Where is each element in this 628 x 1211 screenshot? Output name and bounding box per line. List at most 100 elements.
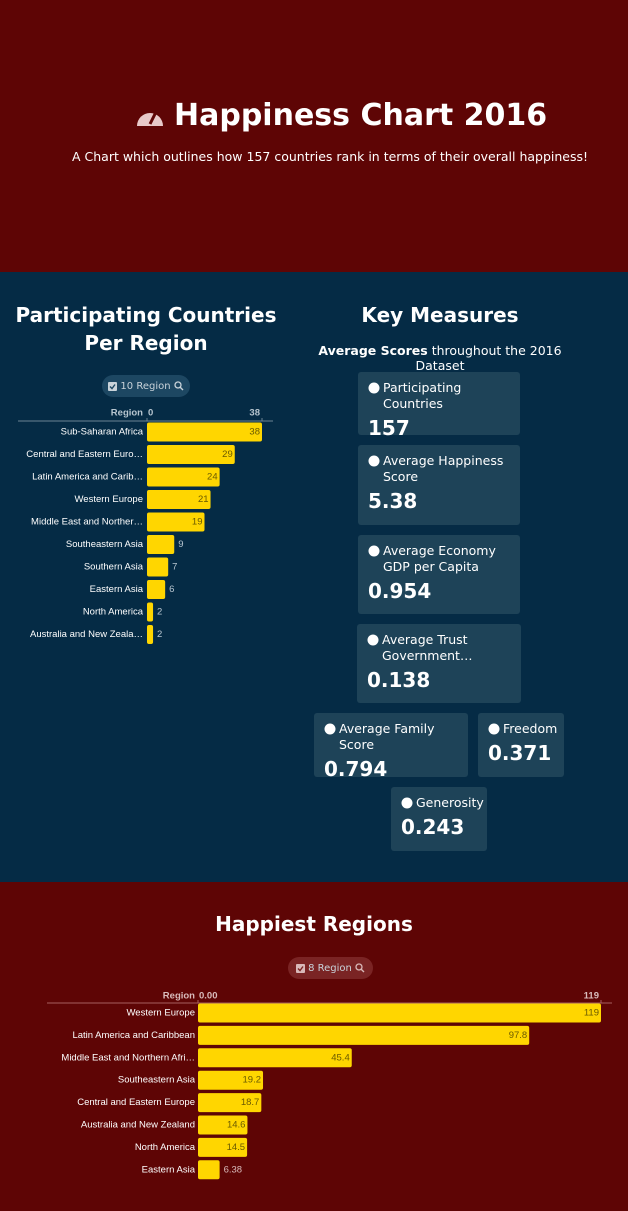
bottom-section: Happiest Regions 8 Region Region 0.00 119 W… <box>0 882 628 1211</box>
search-icon <box>173 381 184 391</box>
measure-card: Generosity 0.243 <box>391 787 487 851</box>
key-measures-title: Key Measures <box>361 303 519 327</box>
card-label-row: Average Trust Government… <box>367 632 511 664</box>
category-label: Latin America and Carib… <box>32 472 143 483</box>
card-icon <box>324 723 336 735</box>
chart-title: Participating Countries Per Region <box>15 303 277 355</box>
card-label: Freedom <box>503 721 558 736</box>
bar <box>147 625 154 644</box>
card-value: 0.243 <box>401 815 465 839</box>
x-tick-label: 0 <box>148 408 153 419</box>
card-value: 5.38 <box>368 489 418 513</box>
value-label: 19 <box>192 517 203 528</box>
value-label: 9 <box>178 539 183 550</box>
card-value: 157 <box>368 416 410 440</box>
value-label: 119 <box>584 1008 599 1019</box>
category-label: Australia and New Zealand <box>81 1120 195 1131</box>
category-label: Western Europe <box>127 1008 195 1019</box>
card-icon <box>367 634 379 646</box>
bar <box>198 1093 262 1113</box>
axis-label: Region <box>111 408 143 419</box>
value-label: 6.38 <box>224 1164 243 1175</box>
card-value: 0.371 <box>488 741 552 765</box>
value-label: 21 <box>198 494 209 505</box>
bar <box>147 490 211 509</box>
bar <box>147 602 154 622</box>
value-label: 45.4 <box>331 1052 350 1063</box>
card-value: 0.138 <box>367 668 431 692</box>
category-label: Western Europe <box>75 494 143 505</box>
subtitle-bold: Average Scores <box>318 343 428 358</box>
value-label: 14.6 <box>227 1120 246 1131</box>
card-icon <box>488 723 500 735</box>
search-icon <box>355 963 365 973</box>
bar <box>147 445 235 464</box>
bar <box>198 1115 248 1135</box>
category-label: Central and Eastern Euro… <box>26 449 143 460</box>
category-label: Middle East and Northern Afri… <box>61 1052 195 1063</box>
x-tick-label: 38 <box>249 408 260 419</box>
value-label: 24 <box>207 472 218 483</box>
category-label: Central and Eastern Europe <box>77 1097 195 1108</box>
check-icon <box>296 963 306 973</box>
filter-label: 10 Region <box>120 380 171 392</box>
bar <box>198 1025 530 1045</box>
value-label: 6 <box>169 584 174 595</box>
card-label: Average Happiness Score <box>383 453 504 484</box>
category-label: Sub-Saharan Africa <box>61 427 144 438</box>
card-label-row: Freedom <box>488 721 558 737</box>
x-tick-label: 0.00 <box>199 991 218 1002</box>
card-icon <box>368 545 380 557</box>
measure-card: Average Happiness Score 5.38 <box>358 445 520 525</box>
card-label-row: Generosity <box>401 795 484 811</box>
bar <box>198 1003 601 1023</box>
value-label: 7 <box>172 562 177 573</box>
value-label: 38 <box>249 427 260 438</box>
card-value: 0.954 <box>368 579 432 603</box>
card-label: Average Trust Government… <box>382 632 473 663</box>
header-section: Happiness Chart 2016 A Chart which outli… <box>0 0 628 272</box>
bar <box>198 1160 220 1180</box>
card-label: Generosity <box>416 795 484 810</box>
bar <box>198 1137 248 1157</box>
card-label: Participating Countries <box>383 380 462 411</box>
check-icon <box>108 381 118 391</box>
category-label: North America <box>135 1142 196 1153</box>
card-icon <box>368 382 380 394</box>
measure-card: Average Family Score 0.794 <box>314 713 468 781</box>
card-icon <box>401 797 413 809</box>
card-label: Average Family Score <box>339 721 435 752</box>
card-label-row: Participating Countries <box>368 380 510 412</box>
subtitle-rest: throughout the 2016 Dataset <box>415 343 562 373</box>
bar <box>147 467 220 487</box>
measure-card: Participating Countries 157 <box>358 372 520 440</box>
filter-chip[interactable]: 10 Region <box>102 375 190 397</box>
x-tick-label: 119 <box>584 991 599 1002</box>
gauge-icon <box>137 111 163 126</box>
happiest-regions-chart: Region 0.00 119 Western Europe 119 Latin Amer… <box>47 991 612 1180</box>
value-label: 19.2 <box>243 1075 262 1086</box>
key-measures-subtitle: Average Scores throughout the 2016 Datas… <box>310 343 570 373</box>
filter-label: 8 Region <box>308 962 352 974</box>
value-label: 2 <box>157 629 162 640</box>
bar <box>147 535 175 554</box>
category-label: Latin America and Caribbean <box>72 1030 195 1041</box>
value-label: 97.8 <box>509 1030 528 1041</box>
category-label: North America <box>83 607 144 618</box>
page-subtitle: A Chart which outlines how 157 countries… <box>71 149 589 164</box>
page-title: Happiness Chart 2016 <box>174 98 548 133</box>
bar <box>147 557 169 577</box>
bar <box>147 422 262 442</box>
card-icon <box>368 455 380 467</box>
category-label: Southeastern Asia <box>66 539 144 550</box>
category-label: Eastern Asia <box>142 1164 196 1175</box>
bar <box>198 1070 264 1090</box>
bar <box>198 1048 352 1068</box>
category-label: Southeastern Asia <box>118 1075 196 1086</box>
filter-chip[interactable]: 8 Region <box>288 957 373 979</box>
value-label: 18.7 <box>241 1097 260 1108</box>
axis-label: Region <box>163 991 195 1002</box>
bar <box>147 512 205 532</box>
measure-card: Freedom 0.371 <box>478 713 564 777</box>
